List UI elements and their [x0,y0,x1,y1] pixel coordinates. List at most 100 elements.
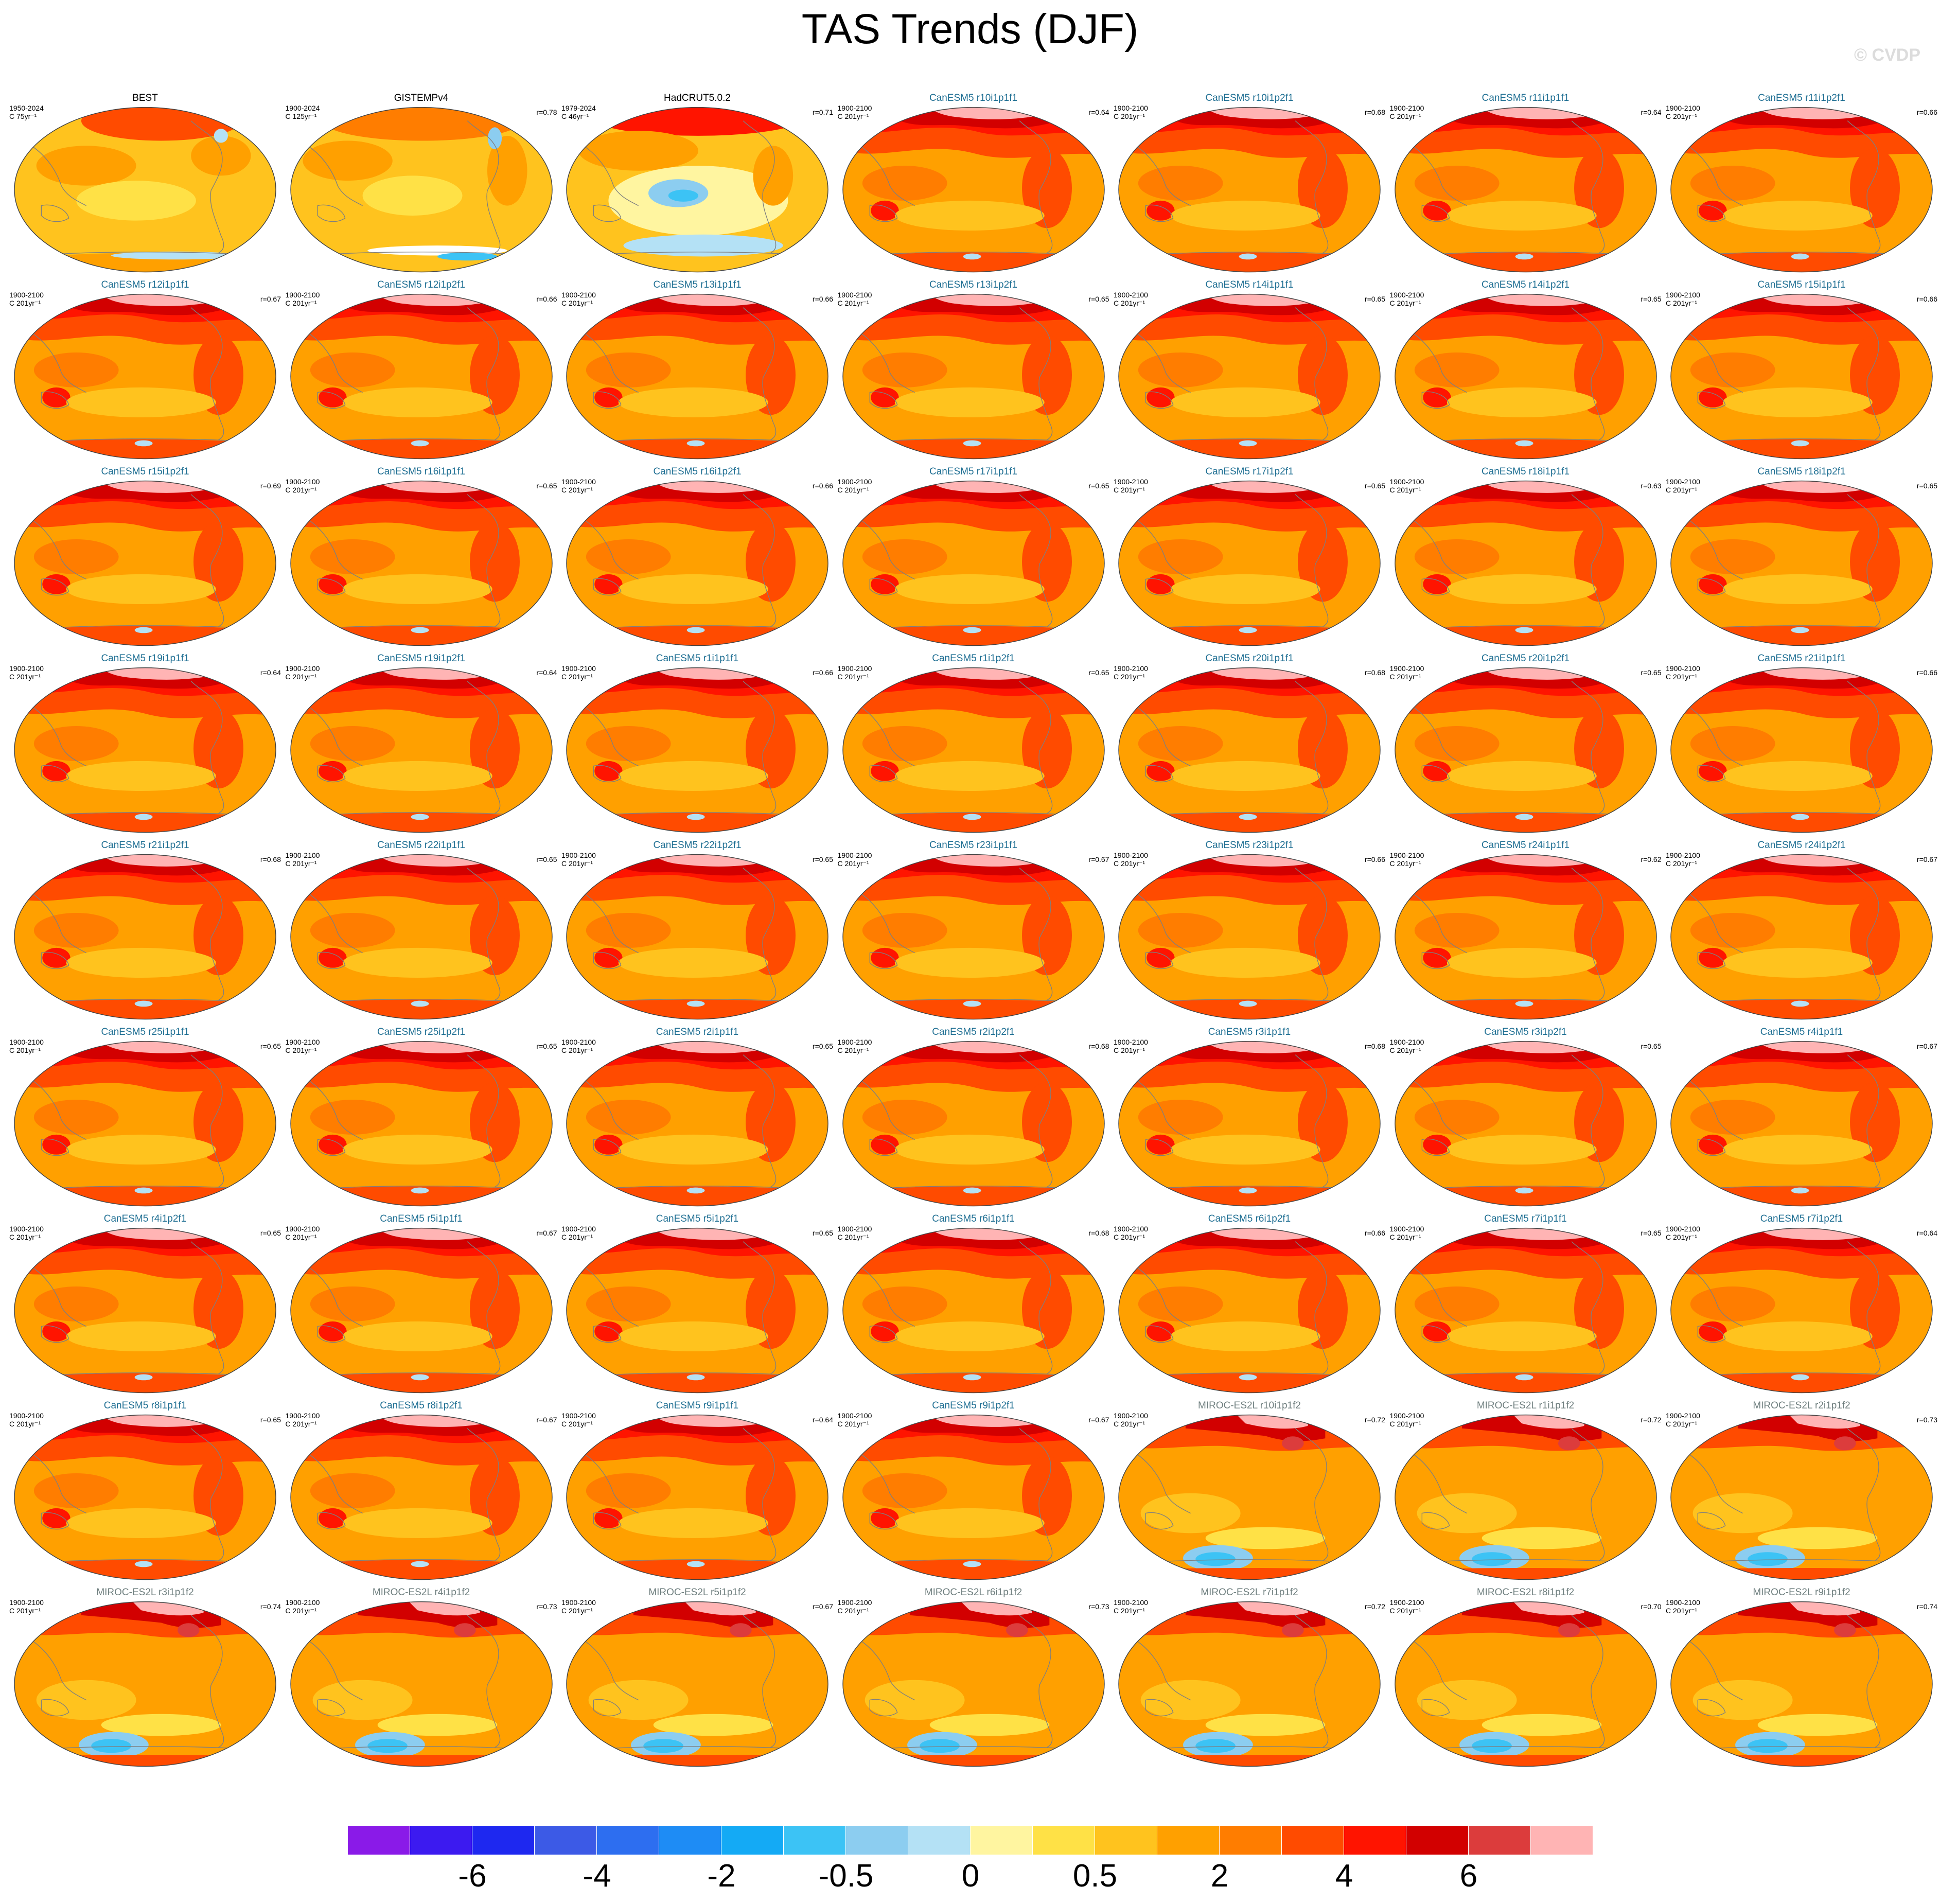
australia-coastline [41,578,69,596]
americas-coastline [1019,494,1052,627]
panel-units: C 201yr⁻¹ [1666,859,1698,868]
arctic-max-warming [1205,667,1315,680]
australia-coastline [1421,951,1450,969]
panel-title: CanESM5 r10i1p1f1 [929,93,1018,103]
americas-warm-patch [469,1456,520,1536]
asia-coastline [307,706,363,767]
americas-warm-patch [1850,895,1900,976]
southern-pacific-mild [1447,947,1597,978]
trend-map [14,1601,276,1767]
map-panel: BEST 1950-2024 C 75yr⁻¹ [7,93,283,280]
southern-pacific-mild [618,1321,768,1352]
map-border [566,1041,828,1207]
americas-warm-patch [1574,1082,1624,1162]
southern-pacific-mild [1170,947,1320,978]
australia-warm-patch [318,761,347,781]
greenland-warming [178,1623,200,1637]
map-panel: CanESM5 r13i1p2f1 1900-2100 C 201yr⁻¹ r=0.6… [836,279,1112,467]
asia-coastline [1687,1639,1743,1701]
arctic-max-warming [929,1228,1039,1240]
panel-period: 1900-2100 [1114,1225,1148,1233]
australia-warm-patch [870,387,899,408]
panel-pattern-correlation: r=0.73 [536,1602,557,1611]
australia-warm-patch [1699,947,1727,968]
antarctic-warming [1671,252,1932,272]
australia-coastline [317,765,345,783]
panel-period: 1900-2100 [561,478,596,486]
southern-ocean-cool-spot [1239,1187,1257,1194]
panel-period: 1900-2100 [837,1598,872,1607]
trend-map [842,1041,1105,1207]
americas-warm-patch [1298,1269,1348,1349]
southern-mild-band [1482,1714,1601,1736]
panel-pattern-correlation: r=0.64 [1916,1229,1937,1237]
panel-units: C 201yr⁻¹ [285,673,317,681]
americas-coastline [743,868,777,1001]
greenland-warming [1834,1623,1856,1637]
pacific-warm-patch [1414,1286,1500,1321]
panel-units: C 75yr⁻¹ [9,112,37,120]
arctic-max-warming [377,854,487,867]
panel-title: CanESM5 r8i1p2f1 [380,1400,463,1411]
trend-map [1118,1227,1381,1394]
australia-warm-patch [1422,1321,1451,1342]
australia-warm-patch [594,1508,623,1528]
map-border [842,1041,1105,1207]
map-border [290,107,553,273]
asia-coastline [859,1453,915,1514]
southern-ocean-cool-spot [686,440,705,447]
southern-ocean-cool-spot [686,627,705,633]
panel-title: CanESM5 r3i1p2f1 [1484,1027,1567,1037]
panel-pattern-correlation: r=0.72 [1364,1602,1385,1611]
map-border [1670,1414,1933,1580]
map-border [14,667,276,833]
australia-warm-patch [1147,761,1175,781]
asia-coastline [31,145,86,206]
americas-coastline [1295,1428,1329,1561]
map-panel: CanESM5 r6i1p1f1 1900-2100 C 201yr⁻¹ r=0.68 [836,1213,1112,1401]
arctic-max-warming [929,854,1039,867]
americas-coastline [190,1054,224,1188]
trend-map [1118,480,1381,646]
colorbar-tick-label: 4 [1335,1858,1353,1894]
colorbar-box [1344,1826,1406,1855]
southern-ocean-cool-spot [411,1561,429,1567]
americas-coastline [467,681,500,814]
arctic-max-warming [101,1228,211,1240]
americas-coastline [1019,1615,1052,1748]
southern-mild-band [929,1714,1049,1736]
map-panel: CanESM5 r24i1p1f1 1900-2100 C 201yr⁻¹ r=0.6… [1388,840,1664,1028]
pacific-weak [362,175,462,216]
map-panel: MIROC-ES2L r8i1p1f2 1900-2100 C 201yr⁻¹ r=0… [1388,1587,1664,1775]
australia-coastline [317,578,345,596]
asia-coastline [859,145,915,206]
colorbar-tick-label: 2 [1210,1858,1229,1894]
map-panel: CanESM5 r25i1p1f1 1900-2100 C 201yr⁻¹ r=0.6… [7,1027,283,1214]
pacific-warm-patch [586,1286,671,1321]
map-panel: CanESM5 r21i1p1f1 1900-2100 C 201yr⁻¹ r=0.6… [1664,653,1939,841]
pacific-weak [76,181,196,221]
panel-pattern-correlation: r=0.68 [260,855,281,863]
arctic-max-warming [101,481,211,493]
southern-pacific-mild [66,387,216,418]
australia-coastline [41,391,69,409]
pacific-warm-patch [1690,1286,1775,1321]
asia-coastline [307,892,363,954]
pacific-warm-patch [310,352,395,387]
southern-pacific-mild [66,574,216,605]
americas-coastline [1019,307,1052,440]
map-panel: MIROC-ES2L r6i1p1f2 1900-2100 C 201yr⁻¹ r=0… [836,1587,1112,1775]
panel-title: CanESM5 r25i1p2f1 [377,1027,466,1037]
map-panel: CanESM5 r15i1p1f1 1900-2100 C 201yr⁻¹ r=0.6… [1664,279,1939,467]
americas-warm-patch [469,895,520,976]
panel-units: C 201yr⁻¹ [837,299,869,307]
asia-coastline [1135,1639,1191,1701]
pacific-cooling-core [668,189,698,202]
trend-map [1670,1041,1933,1207]
antarctic-warming [1119,1373,1380,1393]
asia-coastline [1687,892,1743,954]
panel-period: 1900-2100 [1389,664,1424,673]
map-panel: CanESM5 r14i1p1f1 1900-2100 C 201yr⁻¹ r=0.6… [1112,279,1387,467]
australia-warm-patch [42,387,70,408]
australia-warm-patch [870,574,899,594]
